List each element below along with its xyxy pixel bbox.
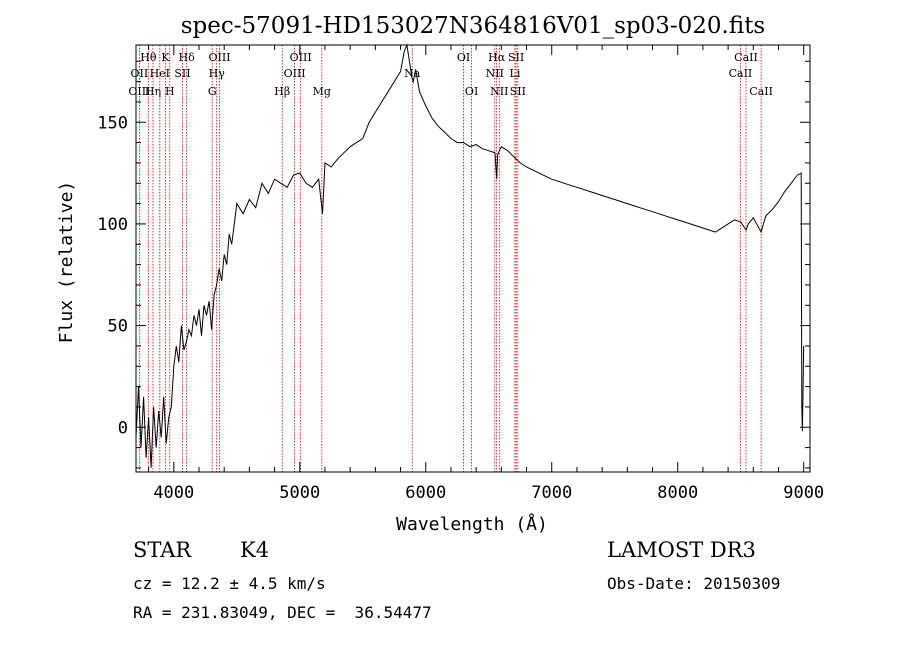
x-tick-label: 6000 [405, 483, 446, 503]
spectral-line-markers [139, 45, 762, 472]
line-marker-label: NII [490, 85, 508, 98]
line-marker-label: OIII [208, 51, 230, 64]
line-marker-label: SII [508, 51, 524, 64]
obs-date: Obs-Date: 20150309 [607, 574, 781, 593]
line-marker-label: OII [131, 67, 149, 80]
y-tick-label: 100 [97, 215, 128, 235]
line-marker-label: Hδ [179, 51, 196, 64]
survey-name: LAMOST DR3 [607, 538, 756, 562]
line-marker-label: SII [174, 67, 190, 80]
line-marker-label: Hη [145, 85, 161, 98]
line-marker-label: Li [510, 67, 521, 80]
x-tick-label: 7000 [531, 483, 572, 503]
line-marker-label: Hα [488, 51, 506, 64]
redshift-value: cz = 12.2 ± 4.5 km/s [133, 574, 326, 593]
line-marker-label: Hβ [274, 85, 290, 98]
line-marker-label: CaII [749, 85, 773, 98]
line-marker-label: OIII [290, 51, 312, 64]
line-marker-label: NII [486, 67, 504, 80]
line-marker-label: HeI [150, 67, 170, 80]
x-tick-label: 9000 [783, 483, 824, 503]
y-tick-label: 150 [97, 113, 128, 133]
line-marker-label: Hγ [209, 67, 226, 80]
line-marker-label: OIII [128, 85, 150, 98]
axis-ticks: 4000 5000 6000 7000 8000 9000 0 50 100 150 [97, 45, 824, 503]
line-marker-label: Mg [313, 85, 331, 98]
line-marker-label: CaII [729, 67, 753, 80]
line-marker-label: G [208, 85, 217, 98]
line-marker-label: K [161, 51, 170, 64]
y-tick-label: 50 [108, 317, 128, 337]
y-tick-label: 0 [118, 418, 128, 438]
line-marker-label: CaII [734, 51, 758, 64]
line-marker-label: OIII [284, 67, 306, 80]
x-tick-label: 4000 [153, 483, 194, 503]
plot-frame [135, 44, 811, 473]
object-subclass: K4 [240, 538, 270, 562]
line-marker-label: OI [465, 85, 478, 98]
x-tick-label: 8000 [657, 483, 698, 503]
chart-title: spec-57091-HD153027N364816V01_sp03-020.f… [181, 13, 766, 39]
coordinates: RA = 231.83049, DEC = 36.54477 [133, 603, 432, 622]
y-axis-label: Flux (relative) [56, 181, 77, 344]
line-marker-label: Na [404, 67, 421, 80]
line-marker-label: Hθ [140, 51, 157, 64]
line-marker-label: SII [510, 85, 526, 98]
object-class: STAR [133, 538, 192, 562]
line-marker-label: H [165, 85, 175, 98]
line-marker-label: OI [457, 51, 470, 64]
x-axis-label: Wavelength (Å) [396, 513, 548, 535]
x-tick-label: 5000 [279, 483, 320, 503]
spectrum-line [135, 43, 805, 468]
